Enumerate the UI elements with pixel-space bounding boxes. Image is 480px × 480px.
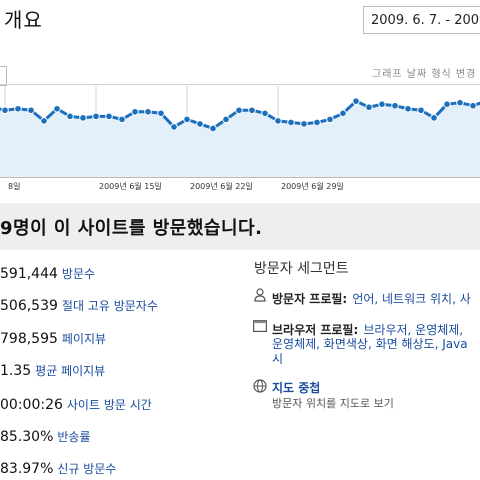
data-point — [235, 106, 243, 115]
data-point — [157, 109, 165, 118]
data-point — [274, 117, 282, 125]
metric-label-link[interactable]: 반송률 — [57, 430, 91, 444]
metric-value: 506,539 — [0, 298, 58, 314]
data-point — [469, 101, 477, 110]
data-point — [339, 109, 347, 118]
data-point — [183, 115, 191, 124]
metric-new-visits: 83.97% 신규 방문수 — [0, 458, 116, 480]
data-point — [313, 118, 321, 127]
data-point — [40, 117, 48, 125]
segments-title: 방문자 세그먼트 — [254, 261, 349, 277]
metric-visits: 591,444 방문수 — [0, 263, 95, 285]
browser-profile-links-line2[interactable]: 운영체제, 화면색상, 화면 해상도, Java — [272, 337, 468, 351]
data-point — [222, 115, 230, 124]
summary-text: 9명이 이 사이트를 방문했습니다. — [0, 218, 263, 239]
metric-value: 83.97% — [0, 461, 54, 477]
metric-unique-visitors: 506,539 절대 고유 방문자수 — [0, 295, 158, 317]
data-point — [287, 118, 295, 127]
metric-label-link[interactable]: 사이트 방문 시간 — [66, 398, 152, 412]
metric-label-link[interactable]: 페이지뷰 — [61, 332, 107, 346]
data-point — [261, 109, 269, 118]
metric-pages-per-visit: 1.35 평균 페이지뷰 — [0, 360, 105, 382]
metric-label-link[interactable]: 절대 고유 방문자수 — [61, 299, 158, 313]
data-point — [378, 100, 386, 109]
metric-value: 85.30% — [0, 429, 54, 445]
data-point — [209, 124, 217, 133]
date-range-picker[interactable]: 2009. 6. 7. - 2009. 7. 7. — [363, 6, 480, 34]
data-point — [14, 104, 22, 113]
metric-value: 591,444 — [0, 266, 58, 282]
visitor-profile-heading: 방문자 프로필: — [272, 292, 348, 306]
data-point — [443, 100, 451, 109]
data-point — [92, 112, 100, 121]
data-point — [300, 120, 308, 128]
metric-value: 1.35 — [0, 363, 32, 379]
x-tick-label: 2009년 6월 15일 — [99, 181, 162, 191]
data-point — [391, 101, 399, 110]
data-point — [430, 114, 438, 122]
metric-label-link[interactable]: 방문수 — [61, 267, 96, 281]
globe-icon — [253, 379, 267, 393]
summary-banner — [0, 203, 480, 250]
data-point — [66, 112, 74, 121]
data-point — [79, 114, 87, 122]
graph-options-link[interactable]: 그래프 날짜 형식 변경 — [372, 69, 477, 80]
map-overlay-link[interactable]: 지도 중첩 — [272, 381, 321, 395]
page-title: 개요 — [4, 8, 43, 32]
browser-profile-row: 브라우저 프로필: 브라우저, 운영체제, — [272, 319, 463, 338]
data-point — [131, 107, 139, 116]
data-point — [417, 106, 425, 115]
browser-profile-heading: 브라우저 프로필: — [272, 323, 359, 337]
data-point — [248, 106, 256, 115]
data-point — [196, 120, 204, 128]
person-icon — [254, 288, 266, 302]
data-point — [27, 106, 35, 115]
map-overlay-description: 방문자 위치를 지도로 보기 — [272, 397, 394, 410]
browser-profile-links[interactable]: 브라우저, 운영체제, — [363, 323, 464, 337]
data-point — [144, 107, 152, 116]
visitor-profile-row: 방문자 프로필: 언어, 네트워크 위치, 사 — [272, 288, 471, 307]
data-point — [1, 106, 9, 115]
data-point — [53, 104, 61, 113]
data-point — [404, 104, 412, 113]
x-tick-label: 2009년 6월 29일 — [281, 181, 344, 191]
data-point — [170, 123, 178, 131]
data-point — [326, 115, 334, 124]
x-tick-label: 2009년 6월 22일 — [190, 181, 253, 191]
browser-window-icon — [253, 320, 267, 332]
graph-tab[interactable] — [0, 66, 7, 86]
data-point — [456, 98, 464, 107]
x-tick-label: 8일 — [8, 182, 20, 191]
data-point — [105, 112, 113, 121]
metric-value: 798,595 — [0, 331, 58, 347]
metric-pageviews: 798,595 페이지뷰 — [0, 328, 106, 350]
metric-label-link[interactable]: 평균 페이지뷰 — [35, 364, 106, 378]
metric-time-on-site: 00:00:26 사이트 방문 시간 — [0, 394, 152, 416]
browser-profile-links-line3[interactable]: 시 — [272, 352, 284, 366]
data-point — [352, 97, 360, 105]
visits-chart: 8일 2009년 6월 15일 2009년 6월 22일 2009년 6월 29일 — [0, 84, 480, 191]
metric-bounce-rate: 85.30% 반송률 — [0, 426, 91, 448]
metric-value: 00:00:26 — [0, 397, 63, 413]
visitor-profile-links[interactable]: 언어, 네트워크 위치, 사 — [352, 292, 471, 306]
data-point — [365, 103, 373, 112]
metric-label-link[interactable]: 신규 방문수 — [57, 462, 117, 476]
data-point — [118, 115, 126, 124]
